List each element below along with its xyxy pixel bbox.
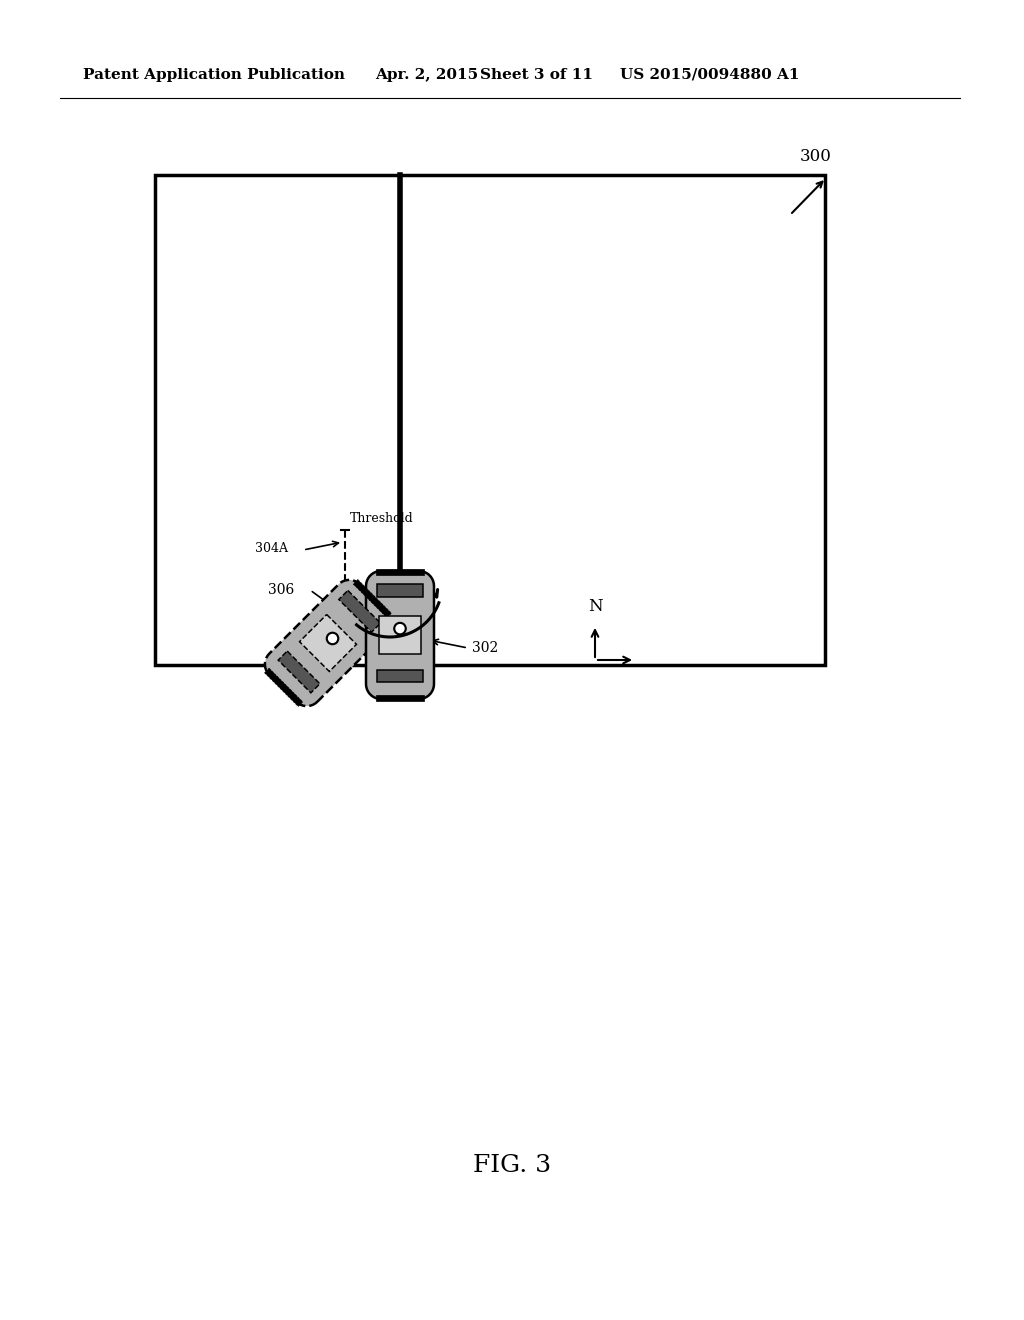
Polygon shape (366, 572, 434, 700)
Polygon shape (264, 668, 303, 706)
Polygon shape (376, 569, 424, 576)
Text: Apr. 2, 2015: Apr. 2, 2015 (375, 69, 478, 82)
Circle shape (396, 624, 404, 632)
Polygon shape (299, 615, 356, 672)
Text: 300: 300 (800, 148, 831, 165)
Text: US 2015/0094880 A1: US 2015/0094880 A1 (620, 69, 800, 82)
Text: Patent Application Publication: Patent Application Publication (83, 69, 345, 82)
Text: 306: 306 (268, 583, 294, 597)
Bar (155, 176, 825, 665)
Polygon shape (279, 651, 319, 693)
Circle shape (394, 623, 407, 635)
Polygon shape (379, 616, 421, 655)
Text: Sheet 3 of 11: Sheet 3 of 11 (480, 69, 593, 82)
Text: 304A: 304A (255, 541, 288, 554)
Text: FIG. 3: FIG. 3 (473, 1154, 551, 1176)
Circle shape (327, 632, 339, 644)
Polygon shape (339, 590, 381, 632)
Text: Threshold: Threshold (350, 511, 414, 524)
Polygon shape (377, 669, 423, 682)
Circle shape (329, 635, 337, 643)
Polygon shape (265, 579, 391, 706)
Polygon shape (376, 694, 424, 701)
Polygon shape (353, 579, 391, 618)
Text: 302: 302 (472, 642, 499, 655)
Text: N: N (588, 598, 602, 615)
Polygon shape (377, 583, 423, 597)
